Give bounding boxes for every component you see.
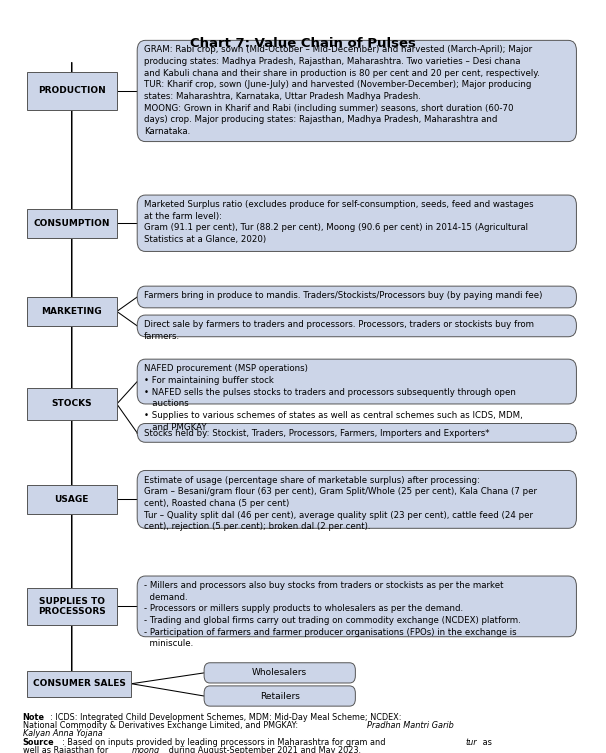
- Text: GRAM: Rabi crop, sown (Mid-October – Mid-December) and harvested (March-April); : GRAM: Rabi crop, sown (Mid-October – Mid…: [144, 45, 540, 136]
- FancyBboxPatch shape: [27, 587, 117, 625]
- FancyBboxPatch shape: [137, 576, 576, 637]
- Text: Note: Note: [22, 712, 45, 721]
- FancyBboxPatch shape: [137, 41, 576, 142]
- Text: Retailers: Retailers: [260, 691, 300, 700]
- FancyBboxPatch shape: [137, 286, 576, 308]
- Text: Marketed Surplus ratio (excludes produce for self-consumption, seeds, feed and w: Marketed Surplus ratio (excludes produce…: [144, 200, 534, 244]
- FancyBboxPatch shape: [27, 485, 117, 514]
- Text: : Based on inputs provided by leading processors in Maharashtra for gram and: : Based on inputs provided by leading pr…: [62, 738, 388, 746]
- Text: Chart 7: Value Chain of Pulses: Chart 7: Value Chain of Pulses: [190, 37, 416, 50]
- Text: Source: Source: [22, 738, 54, 746]
- FancyBboxPatch shape: [137, 423, 576, 442]
- Text: moong: moong: [132, 746, 159, 753]
- Text: during August-September 2021 and May 2023.: during August-September 2021 and May 202…: [166, 746, 361, 753]
- Text: PRODUCTION: PRODUCTION: [38, 87, 105, 96]
- FancyBboxPatch shape: [27, 671, 132, 697]
- FancyBboxPatch shape: [27, 297, 117, 326]
- Text: - Millers and processors also buy stocks from traders or stockists as per the ma: - Millers and processors also buy stocks…: [144, 581, 521, 648]
- FancyBboxPatch shape: [204, 686, 355, 706]
- FancyBboxPatch shape: [137, 195, 576, 252]
- Text: USAGE: USAGE: [55, 495, 89, 504]
- Text: as: as: [480, 738, 492, 746]
- Text: STOCKS: STOCKS: [52, 400, 92, 408]
- FancyBboxPatch shape: [137, 315, 576, 337]
- Text: Kalyan Anna Yojana: Kalyan Anna Yojana: [22, 729, 102, 738]
- Text: Stocks held by: Stockist, Traders, Processors, Farmers, Importers and Exporters*: Stocks held by: Stockist, Traders, Proce…: [144, 428, 490, 437]
- Text: NAFED procurement (MSP operations)
• For maintaining buffer stock
• NAFED sells : NAFED procurement (MSP operations) • For…: [144, 364, 523, 431]
- Text: Farmers bring in produce to mandis. Traders/Stockists/Processors buy (by paying : Farmers bring in produce to mandis. Trad…: [144, 291, 542, 300]
- Text: SUPPLIES TO
PROCESSORS: SUPPLIES TO PROCESSORS: [38, 596, 105, 616]
- Text: Estimate of usage (percentage share of marketable surplus) after processing:
Gra: Estimate of usage (percentage share of m…: [144, 476, 537, 531]
- Text: Direct sale by farmers to traders and processors. Processors, traders or stockis: Direct sale by farmers to traders and pr…: [144, 320, 534, 341]
- FancyBboxPatch shape: [204, 663, 355, 683]
- FancyBboxPatch shape: [137, 359, 576, 404]
- Text: CONSUMER SALES: CONSUMER SALES: [33, 679, 125, 688]
- FancyBboxPatch shape: [27, 388, 117, 420]
- Text: well as Rajasthan for: well as Rajasthan for: [22, 746, 110, 753]
- Text: CONSUMPTION: CONSUMPTION: [33, 219, 110, 227]
- Text: tur: tur: [466, 738, 478, 746]
- Text: : ICDS: Integrated Child Development Schemes, MDM: Mid-Day Meal Scheme; NCDEX:: : ICDS: Integrated Child Development Sch…: [50, 712, 401, 721]
- Text: National Commodity & Derivatives Exchange Limited, and PMGKAY:: National Commodity & Derivatives Exchang…: [22, 721, 301, 730]
- Text: Wholesalers: Wholesalers: [252, 669, 307, 678]
- FancyBboxPatch shape: [137, 471, 576, 529]
- Text: MARKETING: MARKETING: [41, 307, 102, 316]
- FancyBboxPatch shape: [27, 209, 117, 238]
- Text: Pradhan Mantri Garib: Pradhan Mantri Garib: [367, 721, 453, 730]
- FancyBboxPatch shape: [27, 72, 117, 110]
